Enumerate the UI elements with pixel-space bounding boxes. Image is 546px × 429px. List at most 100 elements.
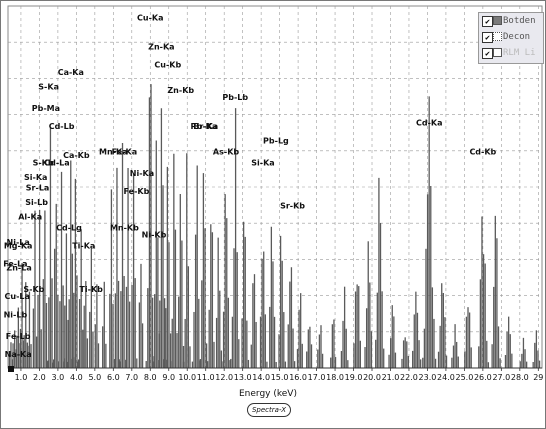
peak-label: Br-Ka	[193, 122, 218, 131]
spectrum-peak	[306, 326, 313, 368]
x-axis-label: Energy (keV)	[239, 389, 297, 399]
peak-label: Cu-Ka	[137, 13, 163, 22]
x-tick-label: 28.0	[511, 373, 529, 382]
peak-label: S-Ka	[38, 82, 59, 91]
peak-label: Ni-Kb	[142, 231, 167, 240]
spectrum-peak	[375, 177, 385, 368]
peak-label: Cd-Lg	[56, 223, 82, 232]
spectrum-peak	[491, 215, 501, 368]
peak-label: Zn-La	[6, 263, 31, 272]
spectrum-peak	[278, 235, 287, 368]
spectrum-peak	[114, 167, 121, 368]
spectra-x-logo: Spectra-X	[247, 403, 291, 417]
x-tick-label: 7.0	[125, 373, 138, 382]
peak-label: Cd-Lb	[49, 122, 75, 131]
spectrum-peak	[259, 251, 268, 368]
x-axis: 1.0 2.0 3.0 4.0 5.0 6.0 7.0 8.0 9.0 10.0 11.0 12.0 1…	[8, 366, 543, 382]
legend-item-botden[interactable]: ✔ Botden	[479, 13, 543, 29]
peak-label: Cd-Ka	[416, 118, 443, 127]
spectrum-peak	[109, 189, 116, 368]
x-tick-label: 27.0	[492, 373, 510, 382]
peak-label: Mg-Ka	[4, 242, 33, 251]
spectrum-peak	[157, 108, 167, 368]
spectrum-peak	[163, 166, 172, 368]
spectrum-peak	[464, 307, 472, 368]
peak-label: Pb-Ma	[32, 104, 60, 113]
x-tick-label: 13.0	[234, 373, 252, 382]
x-tick-label: 4.0	[70, 373, 83, 382]
x-tick-label: 26.0	[474, 373, 492, 382]
peak-label: Cu-Kb	[154, 61, 181, 70]
spectrum-peak	[42, 210, 49, 368]
peak-label: Si-Ka	[24, 173, 47, 182]
spectrum-peak	[340, 286, 349, 368]
peak-label: Zn-Ka	[148, 42, 174, 51]
spectrum-peak	[221, 194, 231, 368]
spectrum-peak	[269, 226, 277, 368]
legend-item-rlm[interactable]: ✔ RLM Li	[479, 45, 543, 61]
checkbox-checked-icon[interactable]: ✔	[482, 16, 493, 27]
spectrum-peak	[330, 319, 337, 368]
peak-label: Ca-Kb	[63, 151, 90, 160]
x-tick-label: 9.0	[162, 373, 175, 382]
peak-annotations: Cu-Ka Zn-Ka Cu-Kb Zn-Kb Ca-Ka S-Ka Pb-Ma Cd-Lb P…	[3, 13, 496, 359]
x-tick-label: 10.0	[178, 373, 196, 382]
legend-label: RLM Li	[503, 48, 536, 58]
checkbox-checked-icon[interactable]: ✔	[482, 48, 493, 59]
spectrum-peak	[388, 305, 397, 368]
spectrum-peak	[138, 263, 144, 368]
legend-label: Botden	[503, 16, 536, 26]
spectrum-peak	[131, 174, 138, 368]
peak-label: Sr-La	[26, 184, 50, 193]
spectrum-peak	[353, 284, 361, 368]
spectrum-peak	[451, 324, 459, 368]
x-tick-label: 6.0	[107, 373, 120, 382]
spectrum-peak	[169, 153, 178, 368]
x-tick-label: 21.0	[382, 373, 400, 382]
spectrum-peak	[250, 274, 257, 368]
x-tick-label: 29	[533, 373, 543, 382]
peak-label: S-Kb	[33, 158, 54, 167]
peak-label: Ni-Ka	[130, 169, 154, 178]
axis-origin-marker	[8, 366, 14, 372]
peak-label: Fe-La	[3, 260, 27, 269]
legend: ✔ Botden ✔ Decon ✔ RLM Li	[478, 12, 544, 64]
spectrum-peak	[199, 173, 208, 368]
peak-label: S-Kb	[23, 285, 44, 294]
x-tick-label: 2.0	[33, 373, 46, 382]
checkbox-checked-icon[interactable]: ✔	[482, 32, 493, 43]
x-tick-label: 1.0	[15, 373, 28, 382]
spectrum-peak	[52, 203, 59, 368]
spectrum-peak	[296, 293, 303, 368]
peak-label: Pb-Lg	[263, 137, 289, 146]
spectrum-peak	[532, 330, 541, 368]
spectrum-peak	[317, 325, 324, 368]
x-tick-label: 8.0	[144, 373, 157, 382]
spectrum-peak	[241, 221, 250, 368]
x-tick-label: 17.0	[308, 373, 326, 382]
spectrum-peak	[437, 283, 448, 368]
x-tick-label: 18.0	[326, 373, 344, 382]
legend-item-decon[interactable]: ✔ Decon	[479, 29, 543, 45]
spectrum-peak	[364, 241, 373, 368]
spectrum-peak	[287, 267, 296, 368]
peak-label: Ca-Ka	[58, 68, 84, 77]
x-tick-label: 11.0	[197, 373, 215, 382]
spectrum-peak	[504, 316, 513, 368]
spectrum-peak	[32, 210, 38, 368]
x-tick-label: 16.0	[289, 373, 307, 382]
spectrum-peak	[422, 96, 437, 368]
x-tick-label: 12.0	[215, 373, 233, 382]
peak-label: Cu-La	[5, 292, 30, 301]
peak-label: Ti-Kb	[79, 285, 103, 294]
peak-label: Ti-Ka	[72, 242, 95, 251]
dotted-swatch-icon	[493, 32, 502, 41]
spectrum-peak	[519, 337, 528, 368]
x-tick-label: 19.0	[345, 373, 363, 382]
peak-label: Si-Ka	[251, 158, 274, 167]
spectrum-series	[8, 84, 541, 368]
peak-label: Fe-Ka	[112, 147, 137, 156]
peak-label: Ni-Lb	[4, 310, 28, 319]
peak-label: Mn-Kb	[110, 223, 139, 232]
